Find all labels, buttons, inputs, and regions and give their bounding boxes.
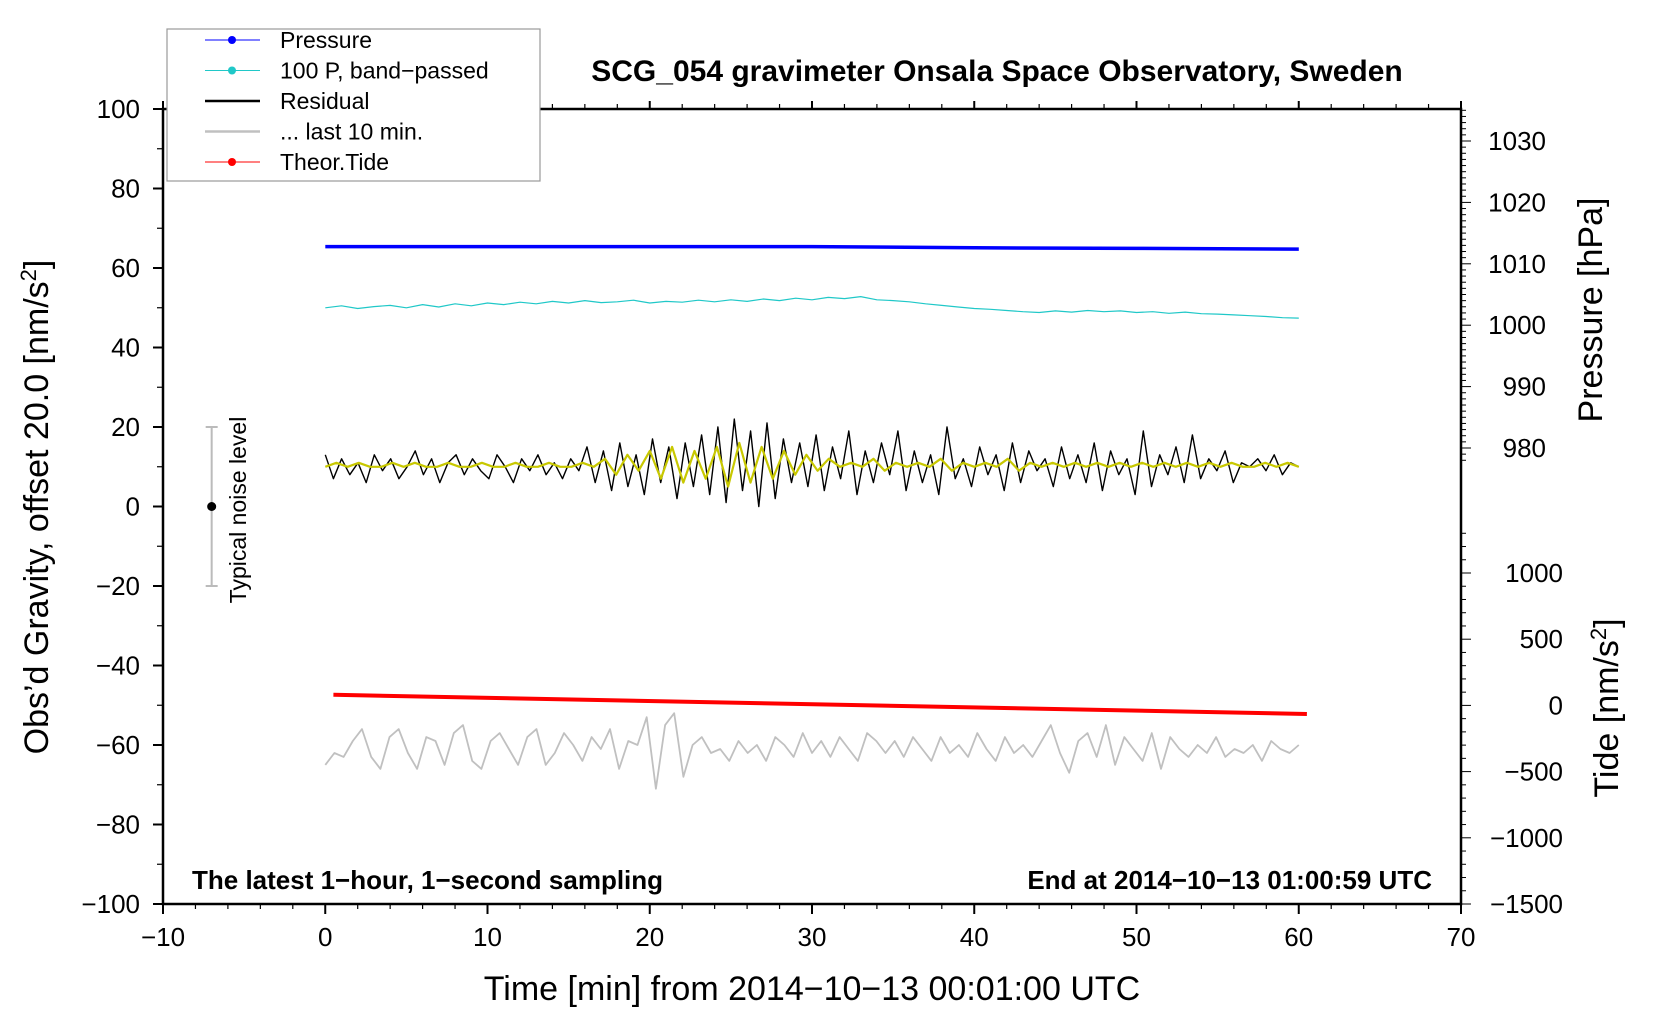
legend-marker bbox=[228, 158, 236, 166]
legend-label: ... last 10 min. bbox=[280, 119, 423, 145]
legend-label: Theor.Tide bbox=[280, 149, 389, 175]
tide-axis-label: Tide [nm/s2] bbox=[1586, 618, 1627, 797]
y-tick-label: −40 bbox=[96, 651, 140, 681]
y-tick-label: −80 bbox=[96, 810, 140, 840]
tide-tick-label: 1000 bbox=[1505, 558, 1563, 588]
x-tick-label: 70 bbox=[1447, 922, 1476, 952]
pressure-tick-label: 1010 bbox=[1488, 249, 1546, 279]
x-axis-label: Time [min] from 2014−10−13 00:01:00 UTC bbox=[484, 970, 1140, 1008]
legend-label: Pressure bbox=[280, 27, 372, 53]
noise-level-label: Typical noise level bbox=[225, 417, 251, 604]
y-tick-label: 100 bbox=[97, 94, 140, 124]
legend-marker bbox=[228, 66, 236, 75]
x-tick-label: 50 bbox=[1122, 922, 1151, 952]
series-theor-tide bbox=[333, 692, 1307, 716]
series-residual-filtered bbox=[324, 441, 1300, 488]
annotation-end-time: End at 2014−10−13 01:00:59 UTC bbox=[1027, 865, 1432, 895]
legend-label: Residual bbox=[280, 88, 370, 114]
y-tick-label: 60 bbox=[111, 253, 140, 283]
legend-box bbox=[166, 28, 541, 182]
y-axis-label: Obs’d Gravity, offset 20.0 [nm/s2] bbox=[16, 260, 57, 755]
pressure-axis-label: Pressure [hPa] bbox=[1572, 198, 1610, 423]
series-100-p-band-passed bbox=[325, 296, 1299, 319]
y-tick-label: 0 bbox=[126, 492, 140, 522]
y-tick-label: −20 bbox=[96, 571, 140, 601]
x-tick-label: 40 bbox=[960, 922, 989, 952]
noise-bar-center-dot bbox=[207, 502, 217, 511]
tide-tick-label: −1500 bbox=[1490, 889, 1563, 919]
pressure-tick-label: 1030 bbox=[1488, 126, 1546, 156]
y-tick-label: 20 bbox=[111, 412, 140, 442]
y-tick-label: 40 bbox=[111, 333, 140, 363]
y-tick-label: 80 bbox=[111, 174, 140, 204]
pressure-tick-label: 990 bbox=[1503, 372, 1546, 402]
series-pressure bbox=[325, 244, 1299, 251]
tide-tick-label: −500 bbox=[1504, 757, 1563, 787]
legend-marker bbox=[228, 36, 236, 44]
series-residual bbox=[324, 418, 1300, 508]
pressure-tick-label: 1020 bbox=[1488, 187, 1546, 217]
legend-label: 100 P, band−passed bbox=[280, 58, 489, 84]
tide-tick-label: 500 bbox=[1520, 624, 1563, 654]
annotation-latest-hour: The latest 1−hour, 1−second sampling bbox=[192, 865, 663, 895]
x-tick-label: −10 bbox=[141, 922, 185, 952]
y-tick-label: −100 bbox=[81, 889, 140, 919]
plot-frame bbox=[161, 107, 1463, 906]
x-tick-label: 10 bbox=[473, 922, 502, 952]
axis-ticks: −10 0 10 20 30 40 50 60 70−100−80−60−40−20020406… bbox=[81, 94, 1563, 952]
legend: Pressure 100 P, band−passed Residual ... la… bbox=[166, 27, 541, 182]
chart-title: SCG_054 gravimeter Onsala Space Observat… bbox=[591, 55, 1403, 88]
x-tick-label: 30 bbox=[798, 922, 827, 952]
data-series bbox=[324, 244, 1307, 790]
series-last-10-min bbox=[324, 712, 1300, 790]
y-tick-label: −60 bbox=[96, 730, 140, 760]
pressure-tick-label: 1000 bbox=[1488, 310, 1546, 340]
pressure-tick-label: 980 bbox=[1503, 433, 1546, 463]
typical-noise-bar bbox=[205, 426, 218, 587]
tide-tick-label: 0 bbox=[1549, 690, 1563, 720]
x-tick-label: 60 bbox=[1284, 922, 1313, 952]
x-tick-label: 0 bbox=[318, 922, 332, 952]
x-tick-label: 20 bbox=[635, 922, 664, 952]
tide-tick-label: −1000 bbox=[1490, 823, 1563, 853]
